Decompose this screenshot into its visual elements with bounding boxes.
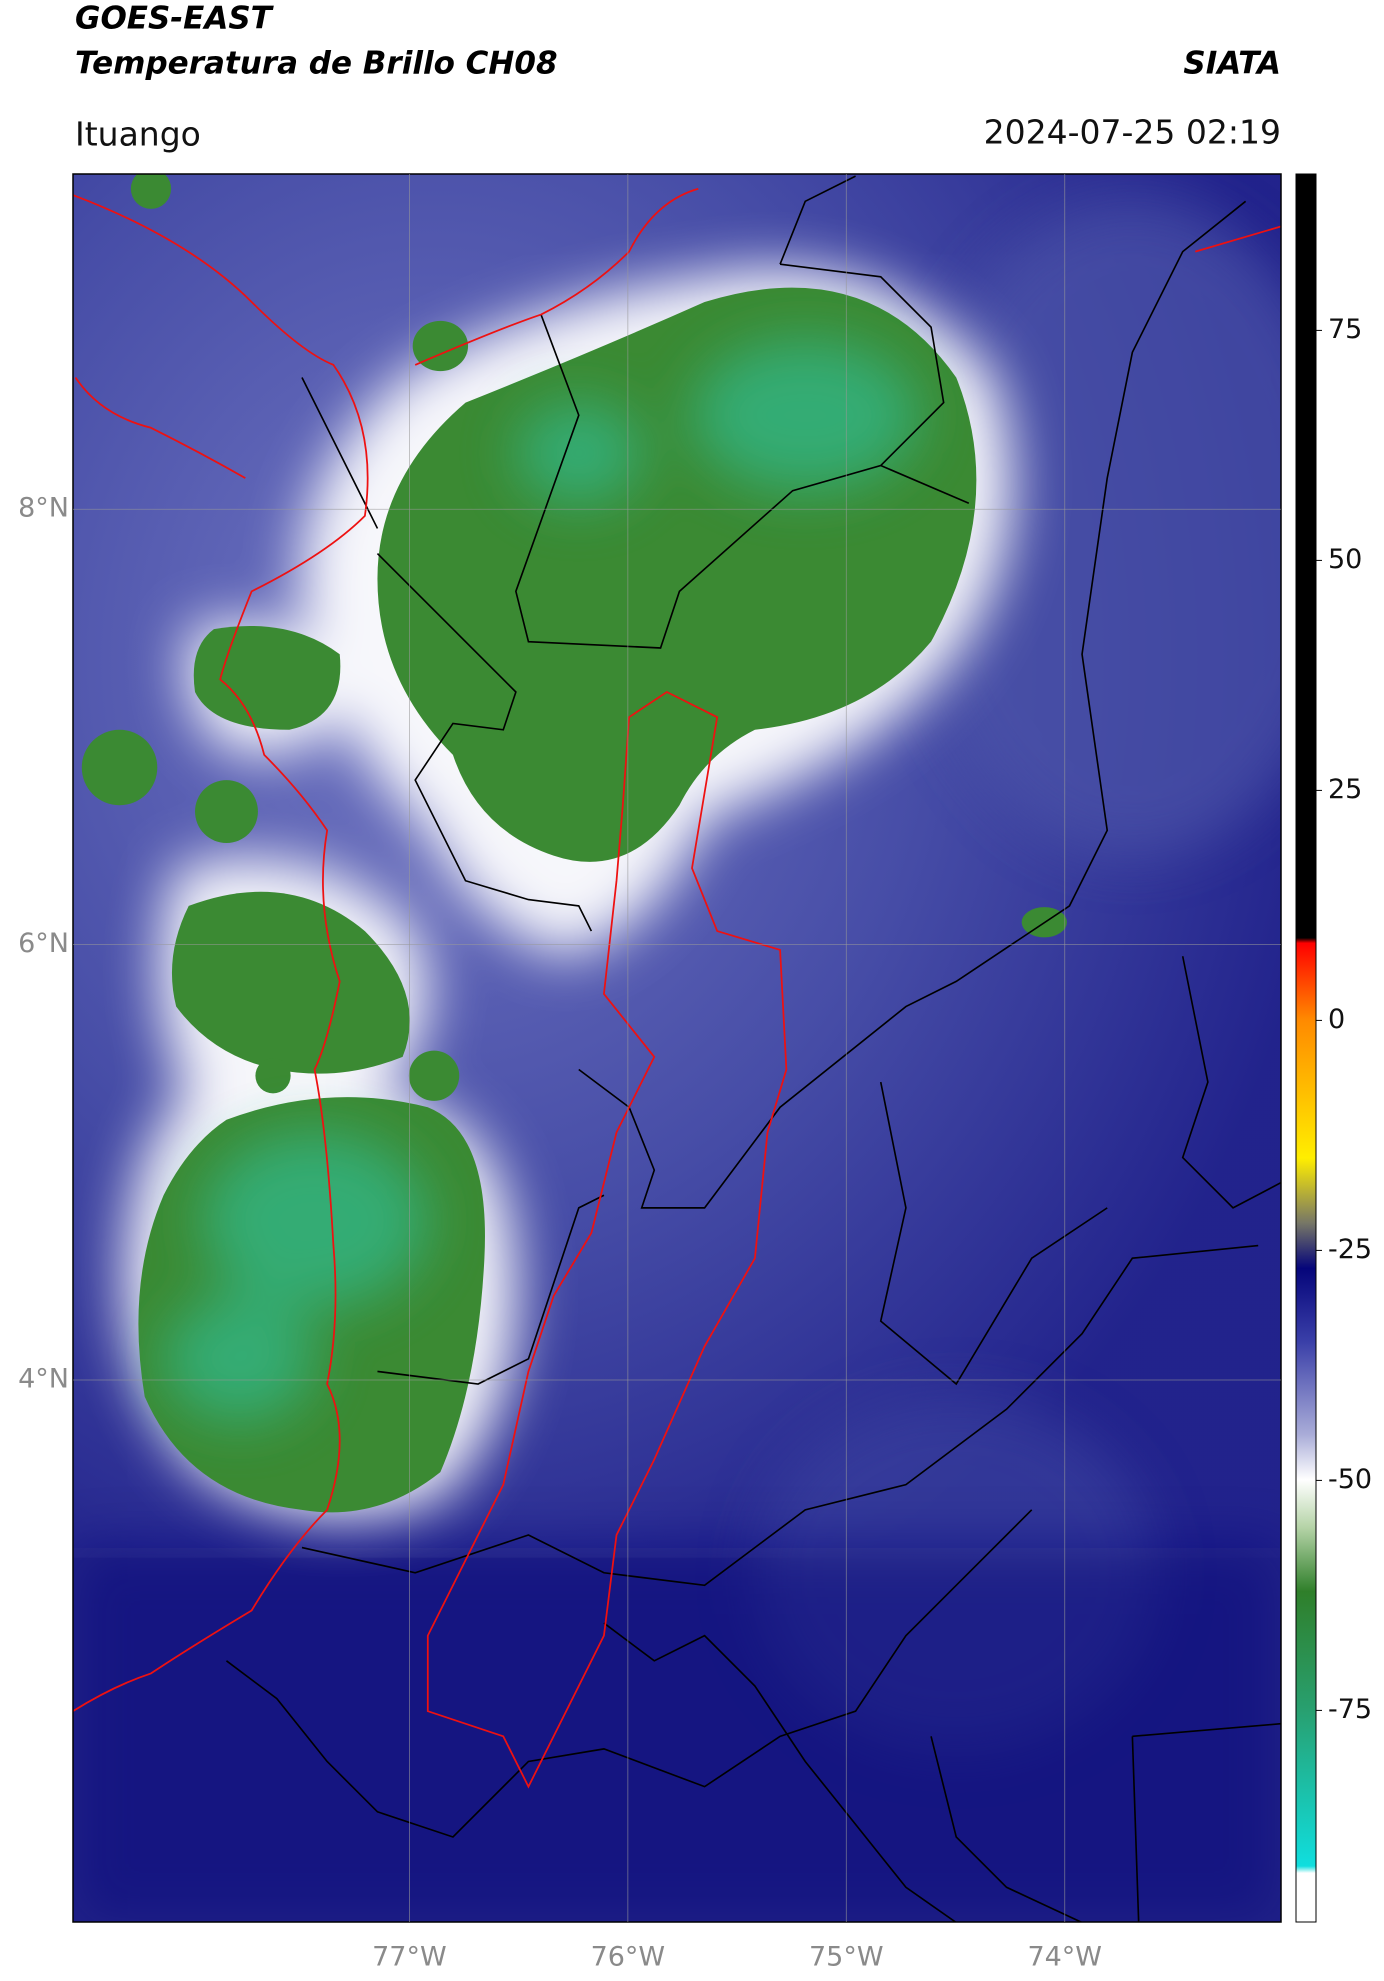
colorbar-tick-label: 25 bbox=[1328, 774, 1362, 805]
x-tick-label: 76°W bbox=[591, 1942, 666, 1973]
colorbar-tick-label: 75 bbox=[1328, 314, 1362, 345]
location: Ituango bbox=[75, 115, 201, 154]
map-frame bbox=[72, 173, 1282, 1923]
y-tick-label: 6°N bbox=[18, 928, 69, 959]
colorbar-tick-label: -25 bbox=[1328, 1234, 1372, 1265]
map-image bbox=[72, 173, 1281, 1923]
y-tick-label: 4°N bbox=[18, 1363, 69, 1394]
colorbar-tick-label: 0 bbox=[1328, 1004, 1345, 1035]
subtitle: Temperatura de Brillo CH08 bbox=[75, 46, 558, 82]
colorbar-tick-label: -75 bbox=[1328, 1694, 1372, 1725]
x-tick-label: 77°W bbox=[372, 1942, 447, 1973]
datetime: 2024-07-25 02:19 bbox=[984, 113, 1281, 152]
y-tick-label: 8°N bbox=[18, 493, 69, 524]
colorbar bbox=[1295, 173, 1317, 1923]
brand: SIATA bbox=[1183, 46, 1281, 82]
x-tick-label: 74°W bbox=[1027, 1942, 1102, 1973]
colorbar-tick-label: -50 bbox=[1328, 1464, 1372, 1495]
colorbar-tick-label: 50 bbox=[1328, 544, 1362, 575]
x-tick-label: 75°W bbox=[809, 1942, 884, 1973]
title: GOES-EAST bbox=[75, 1, 275, 37]
